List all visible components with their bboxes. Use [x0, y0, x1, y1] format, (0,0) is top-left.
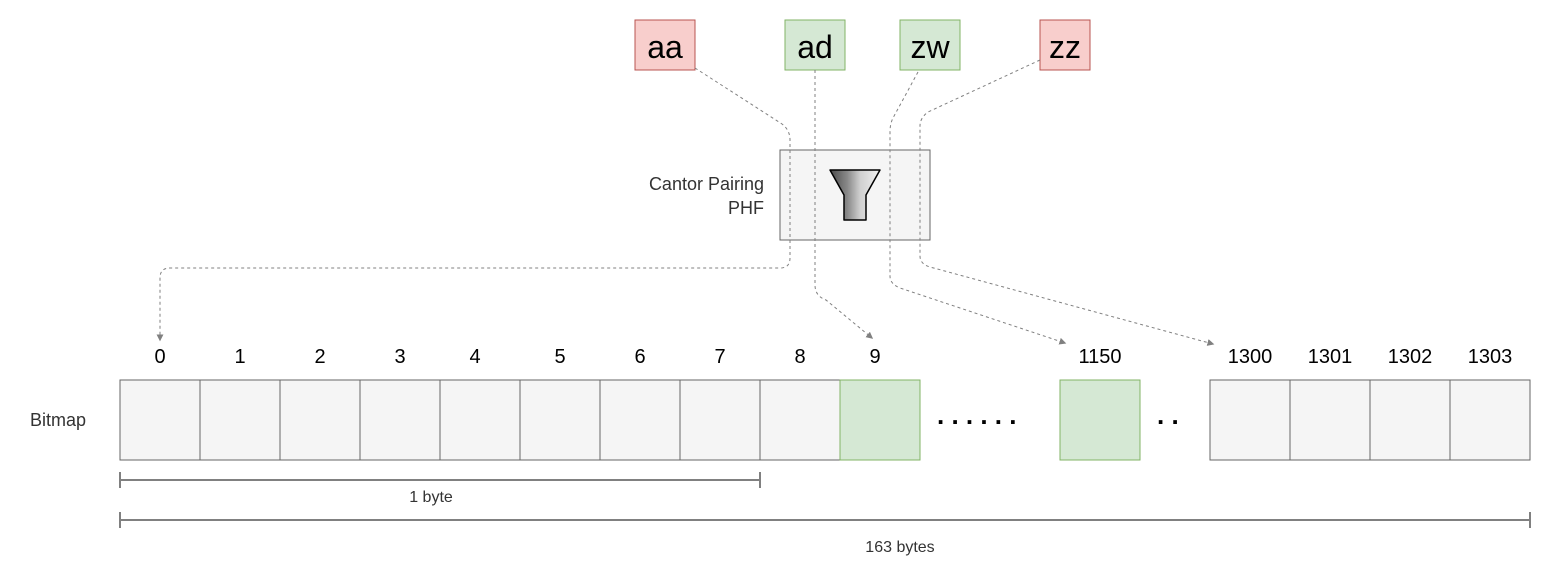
cell-index: 1303 [1468, 346, 1513, 368]
cell-index: 1 [234, 346, 245, 368]
cell-index: 6 [634, 346, 645, 368]
one-byte-measure [119, 472, 761, 488]
bitmap-cell-set: 1150 [1059, 346, 1141, 461]
bitmap-cell: 1301 [1289, 346, 1371, 461]
phf-label-line1: Cantor Pairing [649, 174, 764, 194]
bitmap-cell: 0 [119, 346, 201, 461]
cell-index: 8 [794, 346, 805, 368]
ellipsis-short: . . [1157, 400, 1179, 430]
bitmap-cell: 1300 [1209, 346, 1291, 461]
key-box [1039, 19, 1091, 71]
funnel-icon [829, 169, 881, 221]
bitmap-cell: 7 [679, 346, 761, 461]
key-label: ad [797, 29, 833, 65]
key-box [784, 19, 846, 71]
key-aa: aa [634, 19, 696, 71]
hash-arrows [156, 59, 1215, 346]
key-label: zw [910, 29, 950, 65]
bitmap-cells: 0 1 2 3 4 5 6 7 8 9 1150 1300 1301 1302 … [119, 346, 1531, 461]
arrow-aa-to-0 [156, 67, 791, 342]
cell-index: 3 [394, 346, 405, 368]
cell-index: 0 [154, 346, 165, 368]
arrow-zz-to-1300 [919, 59, 1215, 346]
bitmap-cell: 1303 [1449, 346, 1531, 461]
key-label: aa [647, 29, 683, 65]
key-box [899, 19, 961, 71]
bitmap-label: Bitmap [30, 410, 86, 430]
bitmap-cell-set: 9 [839, 346, 921, 461]
one-byte-label: 1 byte [409, 489, 453, 506]
key-label: zz [1049, 29, 1081, 65]
bitmap-cell: 4 [439, 346, 521, 461]
cell-index: 1150 [1078, 346, 1121, 368]
bitmap-cell: 1 [199, 346, 281, 461]
cell-index: 2 [314, 346, 325, 368]
phf-box [779, 149, 931, 241]
cell-index: 1301 [1308, 346, 1353, 368]
total-label: 163 bytes [865, 539, 934, 556]
bitmap-cell: 2 [279, 346, 361, 461]
arrow-zw-to-1150 [889, 71, 1067, 345]
key-zz: zz [1039, 19, 1091, 71]
arrow-ad-to-9 [814, 70, 874, 339]
bitmap-cell: 1302 [1369, 346, 1451, 461]
cell-index: 1300 [1228, 346, 1273, 368]
key-ad: ad [784, 19, 846, 71]
key-box [634, 19, 696, 71]
cell-index: 7 [714, 346, 725, 368]
cell-index: 4 [469, 346, 480, 368]
cell-index: 5 [554, 346, 565, 368]
bitmap-cell: 8 [759, 346, 841, 461]
phf-label-line2: PHF [728, 198, 764, 218]
cell-index: 9 [869, 346, 880, 368]
bitmap-cell: 3 [359, 346, 441, 461]
total-measure [119, 512, 1531, 528]
key-zw: zw [899, 19, 961, 71]
bitmap-cell: 5 [519, 346, 601, 461]
cell-index: 1302 [1388, 346, 1433, 368]
bitmap-cell: 6 [599, 346, 681, 461]
ellipsis-long: . . . . . . [937, 400, 1016, 430]
